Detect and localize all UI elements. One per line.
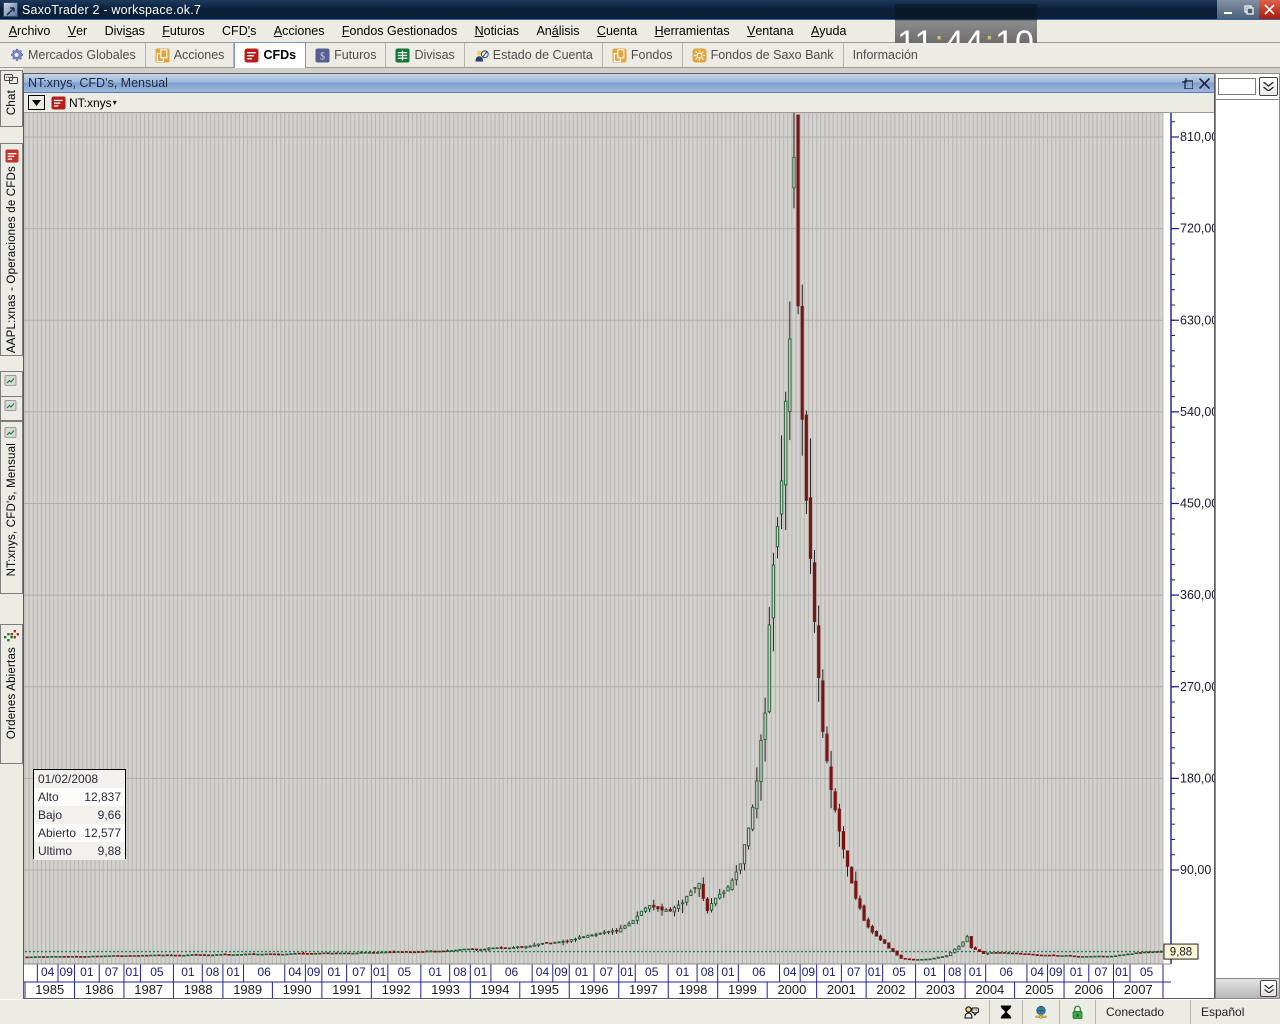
svg-text:2006: 2006 (1074, 982, 1103, 997)
svg-text:450,00: 450,00 (1180, 497, 1214, 511)
svg-text:04: 04 (1031, 965, 1045, 979)
svg-text:1992: 1992 (382, 982, 411, 997)
svg-text:1998: 1998 (678, 982, 707, 997)
svg-text:1985: 1985 (35, 982, 64, 997)
svg-text:01: 01 (620, 965, 634, 979)
svg-text:04: 04 (41, 965, 55, 979)
svg-text:01: 01 (181, 965, 195, 979)
svg-text:07: 07 (105, 965, 119, 979)
svg-text:270,00: 270,00 (1180, 680, 1214, 694)
svg-text:05: 05 (892, 965, 906, 979)
svg-text:01: 01 (822, 965, 836, 979)
svg-text:01: 01 (1070, 965, 1084, 979)
svg-text:1986: 1986 (85, 982, 114, 997)
svg-text:$: $ (320, 51, 325, 62)
svg-text:1987: 1987 (134, 982, 163, 997)
svg-text:01: 01 (969, 965, 983, 979)
svg-text:1999: 1999 (728, 982, 757, 997)
svg-text:630,00: 630,00 (1180, 313, 1214, 327)
svg-text:2000: 2000 (777, 982, 806, 997)
svg-text:90,00: 90,00 (1180, 863, 1211, 877)
svg-text:06: 06 (1000, 965, 1014, 979)
svg-text:04: 04 (288, 965, 302, 979)
svg-text:1996: 1996 (580, 982, 609, 997)
svg-text:08: 08 (206, 965, 220, 979)
svg-text:2007: 2007 (1124, 982, 1153, 997)
svg-text:05: 05 (150, 965, 164, 979)
svg-text:2003: 2003 (926, 982, 955, 997)
svg-text:1991: 1991 (332, 982, 361, 997)
svg-text:1989: 1989 (233, 982, 262, 997)
svg-text:06: 06 (752, 965, 766, 979)
svg-text:01: 01 (721, 965, 735, 979)
svg-text:180,00: 180,00 (1180, 771, 1214, 785)
svg-text:09: 09 (1049, 965, 1063, 979)
svg-text:2002: 2002 (876, 982, 905, 997)
svg-text:01: 01 (868, 965, 882, 979)
svg-text:07: 07 (352, 965, 366, 979)
svg-text:05: 05 (645, 965, 659, 979)
svg-text:1990: 1990 (283, 982, 312, 997)
svg-text:08: 08 (701, 965, 715, 979)
svg-text:09: 09 (802, 965, 816, 979)
svg-text:07: 07 (1094, 965, 1108, 979)
svg-text:720,00: 720,00 (1180, 222, 1214, 236)
svg-text:1988: 1988 (184, 982, 213, 997)
svg-text:06: 06 (257, 965, 271, 979)
svg-text:810,00: 810,00 (1180, 130, 1214, 144)
svg-text:2005: 2005 (1025, 982, 1054, 997)
svg-text:01: 01 (676, 965, 690, 979)
svg-text:01: 01 (80, 965, 94, 979)
svg-text:1994: 1994 (481, 982, 510, 997)
svg-text:01: 01 (1115, 965, 1129, 979)
svg-text:04: 04 (536, 965, 550, 979)
svg-text:2001: 2001 (827, 982, 856, 997)
svg-text:01: 01 (474, 965, 488, 979)
svg-text:01: 01 (227, 965, 241, 979)
svg-text:08: 08 (453, 965, 467, 979)
svg-text:01: 01 (575, 965, 589, 979)
svg-text:06: 06 (505, 965, 519, 979)
svg-text:1997: 1997 (629, 982, 658, 997)
svg-text:09: 09 (60, 965, 74, 979)
svg-text:05: 05 (398, 965, 412, 979)
svg-text:09: 09 (307, 965, 321, 979)
svg-text:2004: 2004 (975, 982, 1004, 997)
svg-text:01: 01 (126, 965, 140, 979)
svg-text:01: 01 (923, 965, 937, 979)
svg-text:04: 04 (783, 965, 797, 979)
svg-text:07: 07 (600, 965, 614, 979)
svg-text:05: 05 (1140, 965, 1154, 979)
svg-text:9,88: 9,88 (1170, 947, 1192, 959)
svg-text:360,00: 360,00 (1180, 588, 1214, 602)
svg-text:01: 01 (373, 965, 387, 979)
svg-text:01: 01 (328, 965, 342, 979)
svg-text:07: 07 (847, 965, 861, 979)
svg-text:1993: 1993 (431, 982, 460, 997)
svg-text:08: 08 (948, 965, 962, 979)
svg-text:01: 01 (429, 965, 443, 979)
svg-text:540,00: 540,00 (1180, 405, 1214, 419)
svg-text:09: 09 (554, 965, 568, 979)
svg-text:1995: 1995 (530, 982, 559, 997)
